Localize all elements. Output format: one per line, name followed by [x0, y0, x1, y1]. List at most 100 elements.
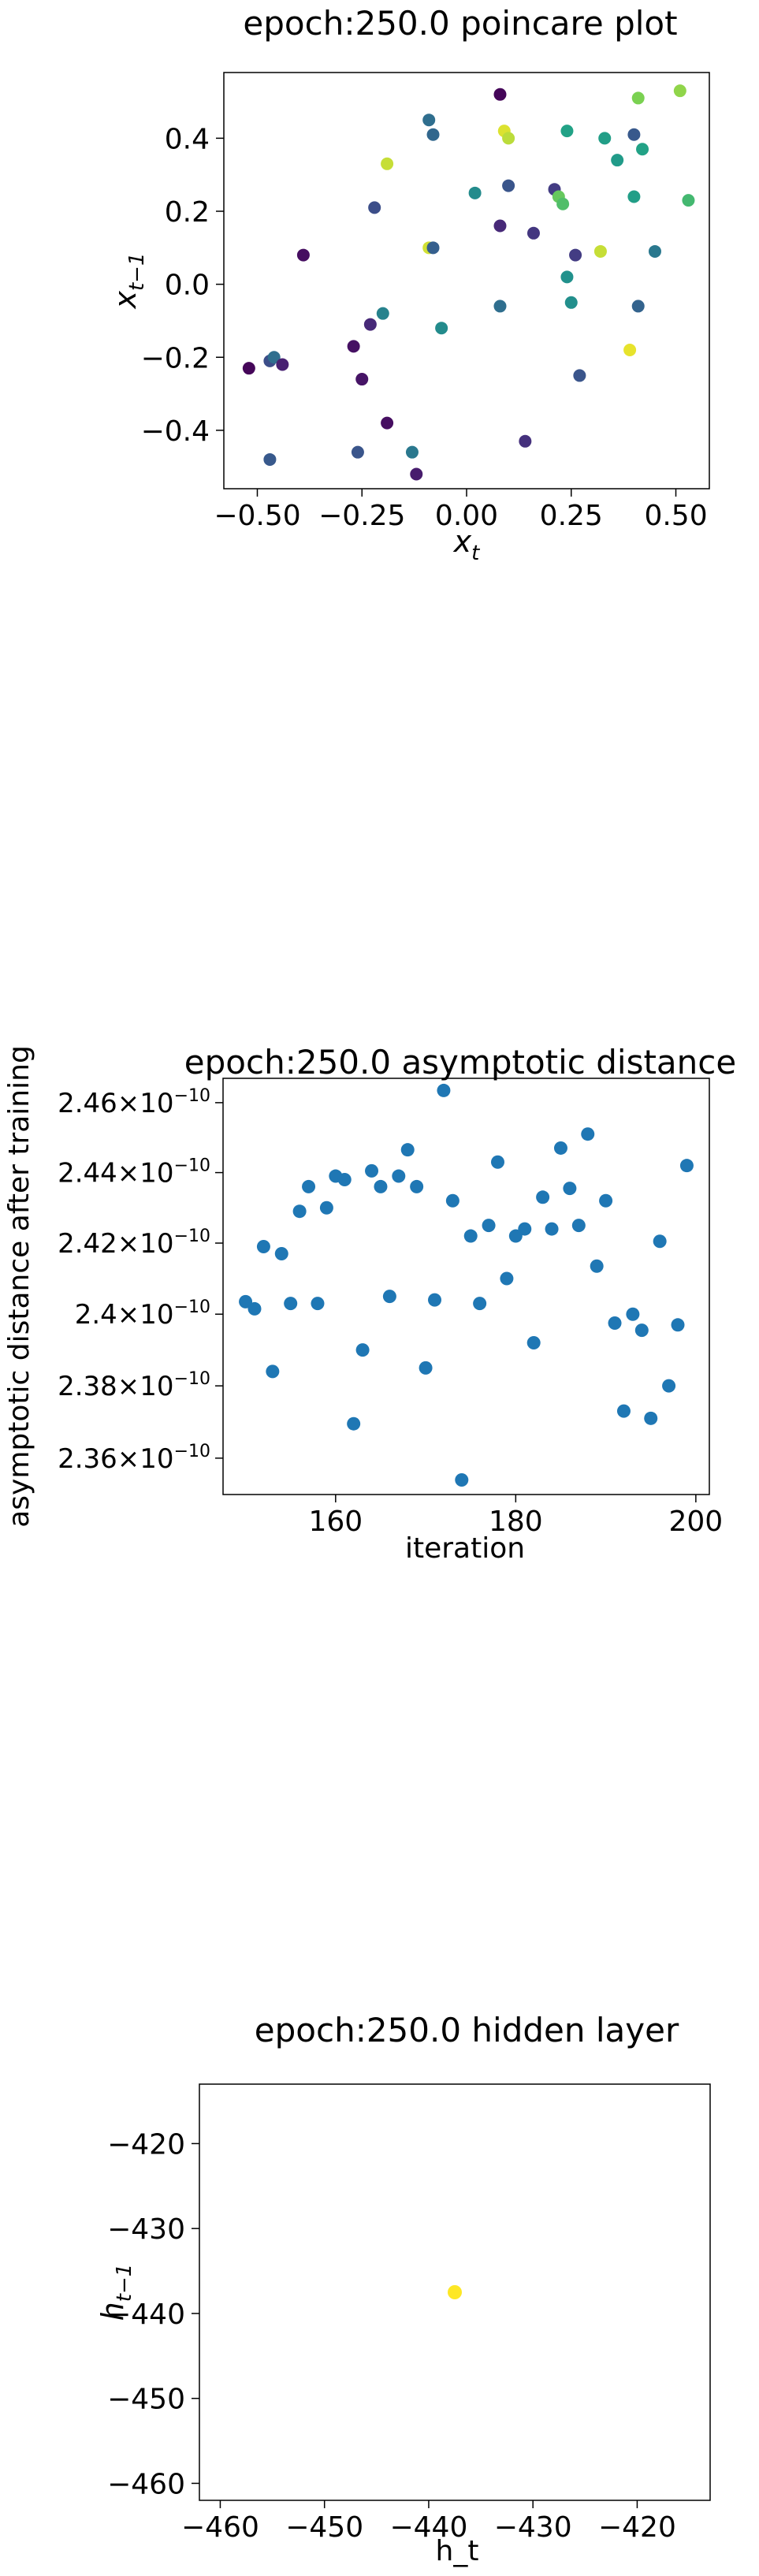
asymptotic-point: [311, 1297, 325, 1311]
poincare-chart: epoch:250.0 poincare plot −0.50 −0.25 0.00…: [108, 4, 710, 565]
asymptotic-point: [553, 1141, 567, 1155]
poincare-point: [493, 87, 507, 101]
hidden-plot-frame: [199, 2083, 711, 2501]
asymptotic-point: [482, 1219, 496, 1233]
poincare-point: [560, 125, 574, 138]
asymptotic-axis-ticks: 160 180 200 2.36×10−10 2.38×10−10 2.4×10−10 2.…: [58, 1086, 723, 1538]
asymptotic-point: [634, 1323, 649, 1338]
poincare-point: [267, 351, 281, 364]
poincare-point: [673, 84, 686, 98]
poincare-point: [573, 369, 586, 382]
asymptotic-ytick-label: 2.36×10−10: [58, 1442, 210, 1475]
asymptotic-point: [400, 1143, 415, 1157]
asymptotic-point: [473, 1297, 487, 1311]
asymptotic-point: [374, 1179, 388, 1193]
poincare-point: [296, 248, 310, 262]
hidden-points: [448, 2285, 462, 2299]
asymptotic-point: [319, 1201, 333, 1215]
poincare-point: [363, 318, 377, 331]
poincare-point: [242, 362, 255, 375]
asymptotic-point: [571, 1219, 586, 1233]
poincare-point: [276, 358, 289, 371]
asymptotic-point: [382, 1290, 396, 1304]
asymptotic-point: [500, 1271, 514, 1286]
poincare-plot-frame: [223, 72, 710, 490]
asymptotic-point: [247, 1301, 262, 1316]
asymptotic-xtick-label: 200: [669, 1506, 724, 1538]
poincare-point: [426, 241, 440, 255]
asymptotic-point: [599, 1193, 613, 1208]
poincare-point: [368, 201, 381, 214]
hidden-xtick-label: −420: [598, 2511, 676, 2544]
asymptotic-point: [644, 1411, 658, 1425]
asymptotic-point: [679, 1159, 694, 1173]
asymptotic-point: [671, 1318, 685, 1332]
hidden-xtick-label: −440: [389, 2511, 467, 2544]
poincare-point: [569, 248, 582, 262]
asymptotic-point: [545, 1222, 559, 1236]
poincare-point: [623, 344, 637, 356]
poincare-point: [435, 322, 448, 335]
asymptotic-point: [355, 1343, 370, 1357]
poincare-point: [631, 91, 645, 105]
hidden-ytick-label: −440: [107, 2299, 185, 2331]
asymptotic-xtick-label: 160: [308, 1506, 363, 1538]
asymptotic-point: [284, 1297, 298, 1311]
asymptotic-point: [653, 1234, 667, 1249]
poincare-point: [526, 226, 540, 240]
hidden-xtick-label: −430: [494, 2511, 572, 2544]
asymptotic-point: [526, 1335, 541, 1349]
poincare-title: epoch:250.0 poincare plot: [243, 4, 677, 43]
poincare-point: [627, 128, 641, 141]
hidden-xlabel: h_t: [436, 2535, 479, 2567]
poincare-xtick-label: 0.25: [540, 500, 603, 532]
asymptotic-ylabel: asymptotic distance after training: [3, 1045, 35, 1528]
poincare-point: [376, 307, 389, 320]
hidden-xtick-label: −460: [181, 2511, 259, 2544]
poincare-point: [556, 197, 570, 210]
poincare-point: [564, 296, 578, 309]
asymptotic-point: [428, 1293, 442, 1307]
hidden-xtick-label: −450: [285, 2511, 363, 2544]
asymptotic-xlabel: iteration: [405, 1532, 525, 1565]
poincare-point: [422, 114, 436, 127]
poincare-point: [410, 467, 423, 481]
poincare-point: [636, 143, 649, 156]
poincare-point: [355, 373, 369, 386]
hidden-layer-chart: epoch:250.0 hidden layer −460 −450 −440 −43…: [95, 2011, 711, 2567]
asymptotic-point: [347, 1416, 361, 1431]
hidden-ytick-label: −450: [107, 2384, 185, 2416]
asymptotic-point: [581, 1127, 595, 1141]
asymptotic-plot-frame: [222, 1078, 710, 1495]
poincare-point: [263, 452, 277, 466]
poincare-xtick-label: −0.50: [214, 500, 300, 532]
asymptotic-point: [437, 1083, 451, 1097]
poincare-ytick-label: 0.0: [165, 270, 210, 302]
asymptotic-point: [337, 1173, 352, 1186]
asymptotic-ytick-label: 2.46×10−10: [58, 1086, 210, 1119]
hidden-axis-ticks: −460 −450 −440 −430 −420 −420 −430 −440 −450 −460: [107, 2128, 676, 2544]
poincare-axis-ticks: −0.50 −0.25 0.00 0.25 0.50 −0.4 −0.2 0.0 0.2 0.4: [141, 123, 708, 532]
poincare-point: [405, 445, 419, 459]
poincare-point: [627, 190, 641, 203]
asymptotic-ytick-label: 2.42×10−10: [58, 1227, 210, 1260]
asymptotic-point: [662, 1379, 676, 1393]
poincare-points: [242, 84, 695, 481]
asymptotic-chart: epoch:250.0 asymptotic distance 160 180 20…: [3, 1043, 736, 1565]
asymptotic-ytick-label: 2.38×10−10: [58, 1369, 210, 1402]
asymptotic-point: [266, 1364, 280, 1379]
asymptotic-point: [490, 1155, 504, 1169]
hidden-ytick-label: −420: [107, 2128, 185, 2161]
poincare-ylabel: xt−1: [108, 252, 149, 309]
asymptotic-point: [292, 1204, 307, 1219]
asymptotic-point: [445, 1193, 459, 1208]
poincare-xtick-label: 0.00: [435, 500, 498, 532]
poincare-point: [381, 157, 394, 170]
asymptotic-point: [392, 1169, 406, 1183]
poincare-point: [593, 244, 607, 258]
asymptotic-point: [563, 1182, 577, 1196]
asymptotic-point: [508, 1229, 523, 1243]
poincare-point: [611, 154, 624, 167]
poincare-point: [502, 132, 515, 145]
poincare-point: [347, 340, 360, 353]
